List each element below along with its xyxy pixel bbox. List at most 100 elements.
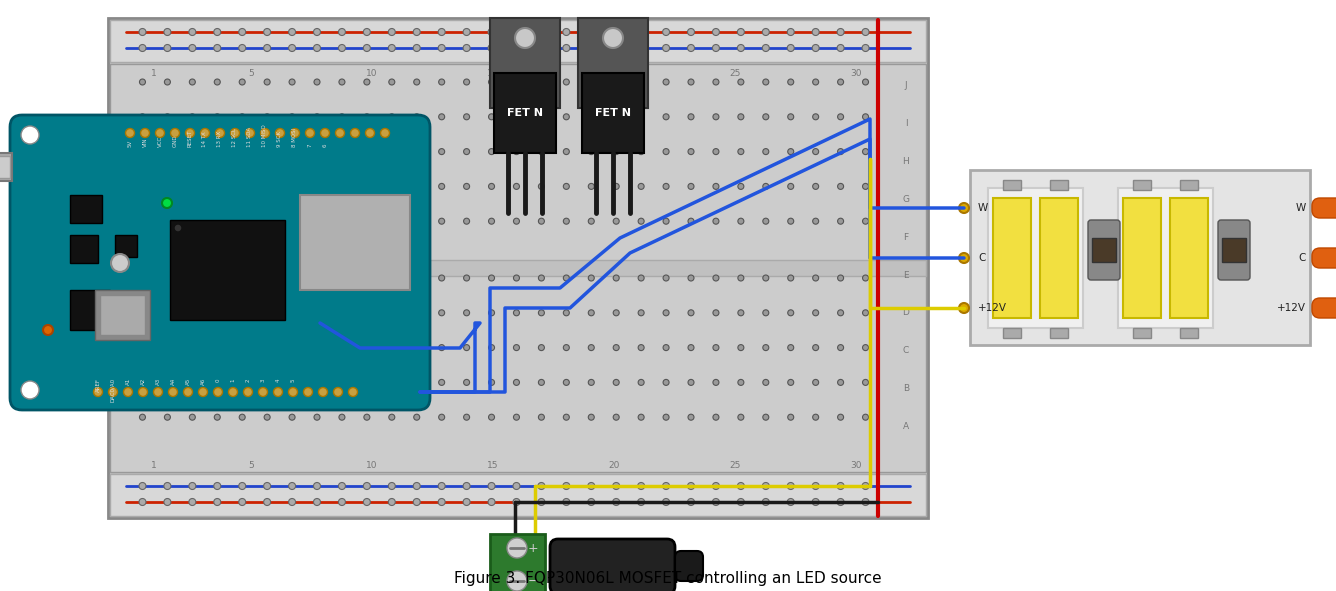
Circle shape bbox=[190, 218, 195, 224]
Circle shape bbox=[637, 498, 645, 505]
Circle shape bbox=[314, 414, 321, 420]
Circle shape bbox=[562, 482, 570, 489]
Circle shape bbox=[737, 498, 744, 505]
Circle shape bbox=[126, 128, 135, 138]
Circle shape bbox=[663, 379, 669, 385]
Text: DAC0/A0: DAC0/A0 bbox=[111, 378, 115, 402]
Circle shape bbox=[564, 275, 569, 281]
Circle shape bbox=[588, 183, 595, 189]
Bar bbox=[1170, 198, 1208, 318]
Circle shape bbox=[838, 498, 844, 505]
Circle shape bbox=[258, 388, 267, 397]
Circle shape bbox=[314, 379, 321, 385]
Circle shape bbox=[464, 275, 469, 281]
Bar bbox=[1118, 188, 1213, 328]
Text: FET N: FET N bbox=[506, 108, 542, 118]
Circle shape bbox=[737, 183, 744, 189]
Text: +12V: +12V bbox=[1277, 303, 1307, 313]
Circle shape bbox=[588, 310, 595, 316]
Circle shape bbox=[350, 128, 359, 138]
Circle shape bbox=[588, 28, 595, 35]
Circle shape bbox=[214, 28, 220, 35]
Circle shape bbox=[787, 482, 794, 489]
Text: C: C bbox=[1299, 253, 1307, 263]
Bar bbox=[95, 290, 150, 340]
Circle shape bbox=[538, 114, 544, 120]
Circle shape bbox=[265, 379, 270, 385]
Bar bbox=[110, 474, 926, 516]
Circle shape bbox=[339, 379, 345, 385]
Circle shape bbox=[389, 148, 395, 155]
Circle shape bbox=[389, 218, 395, 224]
Circle shape bbox=[139, 148, 146, 155]
Circle shape bbox=[464, 379, 469, 385]
Circle shape bbox=[488, 28, 496, 35]
Text: FET N: FET N bbox=[595, 108, 631, 118]
Circle shape bbox=[763, 44, 770, 51]
Circle shape bbox=[737, 79, 744, 85]
Text: −: − bbox=[528, 574, 538, 587]
Bar bbox=[494, 73, 556, 153]
Circle shape bbox=[763, 114, 768, 120]
Text: C: C bbox=[903, 346, 908, 355]
Circle shape bbox=[414, 114, 420, 120]
Circle shape bbox=[639, 379, 644, 385]
Circle shape bbox=[637, 482, 645, 489]
Circle shape bbox=[188, 498, 196, 505]
Circle shape bbox=[188, 44, 196, 51]
Circle shape bbox=[214, 218, 220, 224]
Circle shape bbox=[314, 498, 321, 505]
Circle shape bbox=[214, 148, 220, 155]
Circle shape bbox=[513, 345, 520, 350]
Circle shape bbox=[438, 79, 445, 85]
Circle shape bbox=[688, 310, 693, 316]
Circle shape bbox=[713, 79, 719, 85]
Circle shape bbox=[289, 482, 295, 489]
Circle shape bbox=[339, 183, 345, 189]
Circle shape bbox=[513, 218, 520, 224]
Circle shape bbox=[688, 345, 693, 350]
Circle shape bbox=[489, 183, 494, 189]
Circle shape bbox=[489, 310, 494, 316]
Circle shape bbox=[588, 79, 595, 85]
Circle shape bbox=[564, 114, 569, 120]
Text: 20: 20 bbox=[608, 462, 620, 470]
Circle shape bbox=[239, 218, 246, 224]
Circle shape bbox=[289, 414, 295, 420]
Circle shape bbox=[190, 148, 195, 155]
Text: I: I bbox=[904, 119, 907, 128]
Circle shape bbox=[139, 388, 147, 397]
Circle shape bbox=[389, 379, 395, 385]
Circle shape bbox=[214, 79, 220, 85]
Circle shape bbox=[389, 310, 395, 316]
Text: RESET: RESET bbox=[187, 130, 192, 147]
Circle shape bbox=[737, 310, 744, 316]
FancyBboxPatch shape bbox=[1312, 248, 1336, 268]
Circle shape bbox=[688, 218, 693, 224]
Circle shape bbox=[639, 148, 644, 155]
Circle shape bbox=[713, 345, 719, 350]
Circle shape bbox=[613, 275, 619, 281]
Circle shape bbox=[338, 44, 346, 51]
Circle shape bbox=[21, 381, 39, 399]
Circle shape bbox=[438, 310, 445, 316]
Circle shape bbox=[188, 28, 196, 35]
Circle shape bbox=[162, 198, 172, 208]
Circle shape bbox=[613, 79, 619, 85]
Circle shape bbox=[513, 44, 520, 51]
Circle shape bbox=[613, 482, 620, 489]
Circle shape bbox=[788, 345, 794, 350]
Circle shape bbox=[688, 44, 695, 51]
Circle shape bbox=[788, 79, 794, 85]
Text: C: C bbox=[978, 253, 986, 263]
Circle shape bbox=[663, 28, 669, 35]
Text: 30: 30 bbox=[850, 462, 862, 470]
Circle shape bbox=[171, 128, 179, 138]
Circle shape bbox=[812, 28, 819, 35]
Circle shape bbox=[303, 388, 313, 397]
Circle shape bbox=[164, 44, 171, 51]
Circle shape bbox=[763, 148, 768, 155]
Circle shape bbox=[265, 79, 270, 85]
Circle shape bbox=[438, 482, 445, 489]
FancyBboxPatch shape bbox=[1312, 198, 1336, 218]
